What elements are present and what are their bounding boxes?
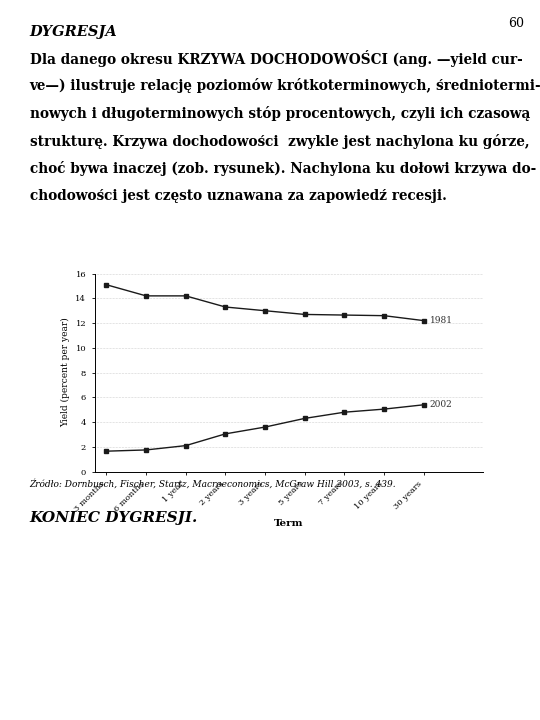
Text: 60: 60: [508, 17, 524, 30]
Text: DYGRESJA: DYGRESJA: [30, 25, 118, 39]
Text: Źródło: Dornbusch, Fischer, Startz, Macroeconomics, McGraw Hill 2003, s. 439.: Źródło: Dornbusch, Fischer, Startz, Macr…: [30, 479, 396, 489]
Text: chodowości jest często uznawana za zapowiedź recesji.: chodowości jest często uznawana za zapow…: [30, 189, 447, 203]
Text: 1981: 1981: [430, 316, 453, 325]
Text: KONIEC DYGRESJI.: KONIEC DYGRESJI.: [30, 511, 198, 525]
Y-axis label: Yield (percent per year): Yield (percent per year): [60, 318, 70, 428]
Text: strukturę. Krzywa dochodowości  zwykle jest nachylona ku górze,: strukturę. Krzywa dochodowości zwykle je…: [30, 133, 529, 148]
Text: Dla danego okresu KRZYWA DOCHODOWOŚCI (ang. —yield cur-: Dla danego okresu KRZYWA DOCHODOWOŚCI (a…: [30, 50, 523, 68]
X-axis label: Term: Term: [274, 519, 303, 528]
Text: 2002: 2002: [430, 400, 453, 409]
Text: nowych i długoterminowych stóp procentowych, czyli ich czasową: nowych i długoterminowych stóp procentow…: [30, 106, 530, 121]
Text: ve—) ilustruje relację poziomów krótkoterminowych, średniotermi-: ve—) ilustruje relację poziomów krótkote…: [30, 78, 540, 93]
Text: choć bywa inaczej (zob. rysunek). Nachylona ku dołowi krzywa do-: choć bywa inaczej (zob. rysunek). Nachyl…: [30, 161, 536, 176]
